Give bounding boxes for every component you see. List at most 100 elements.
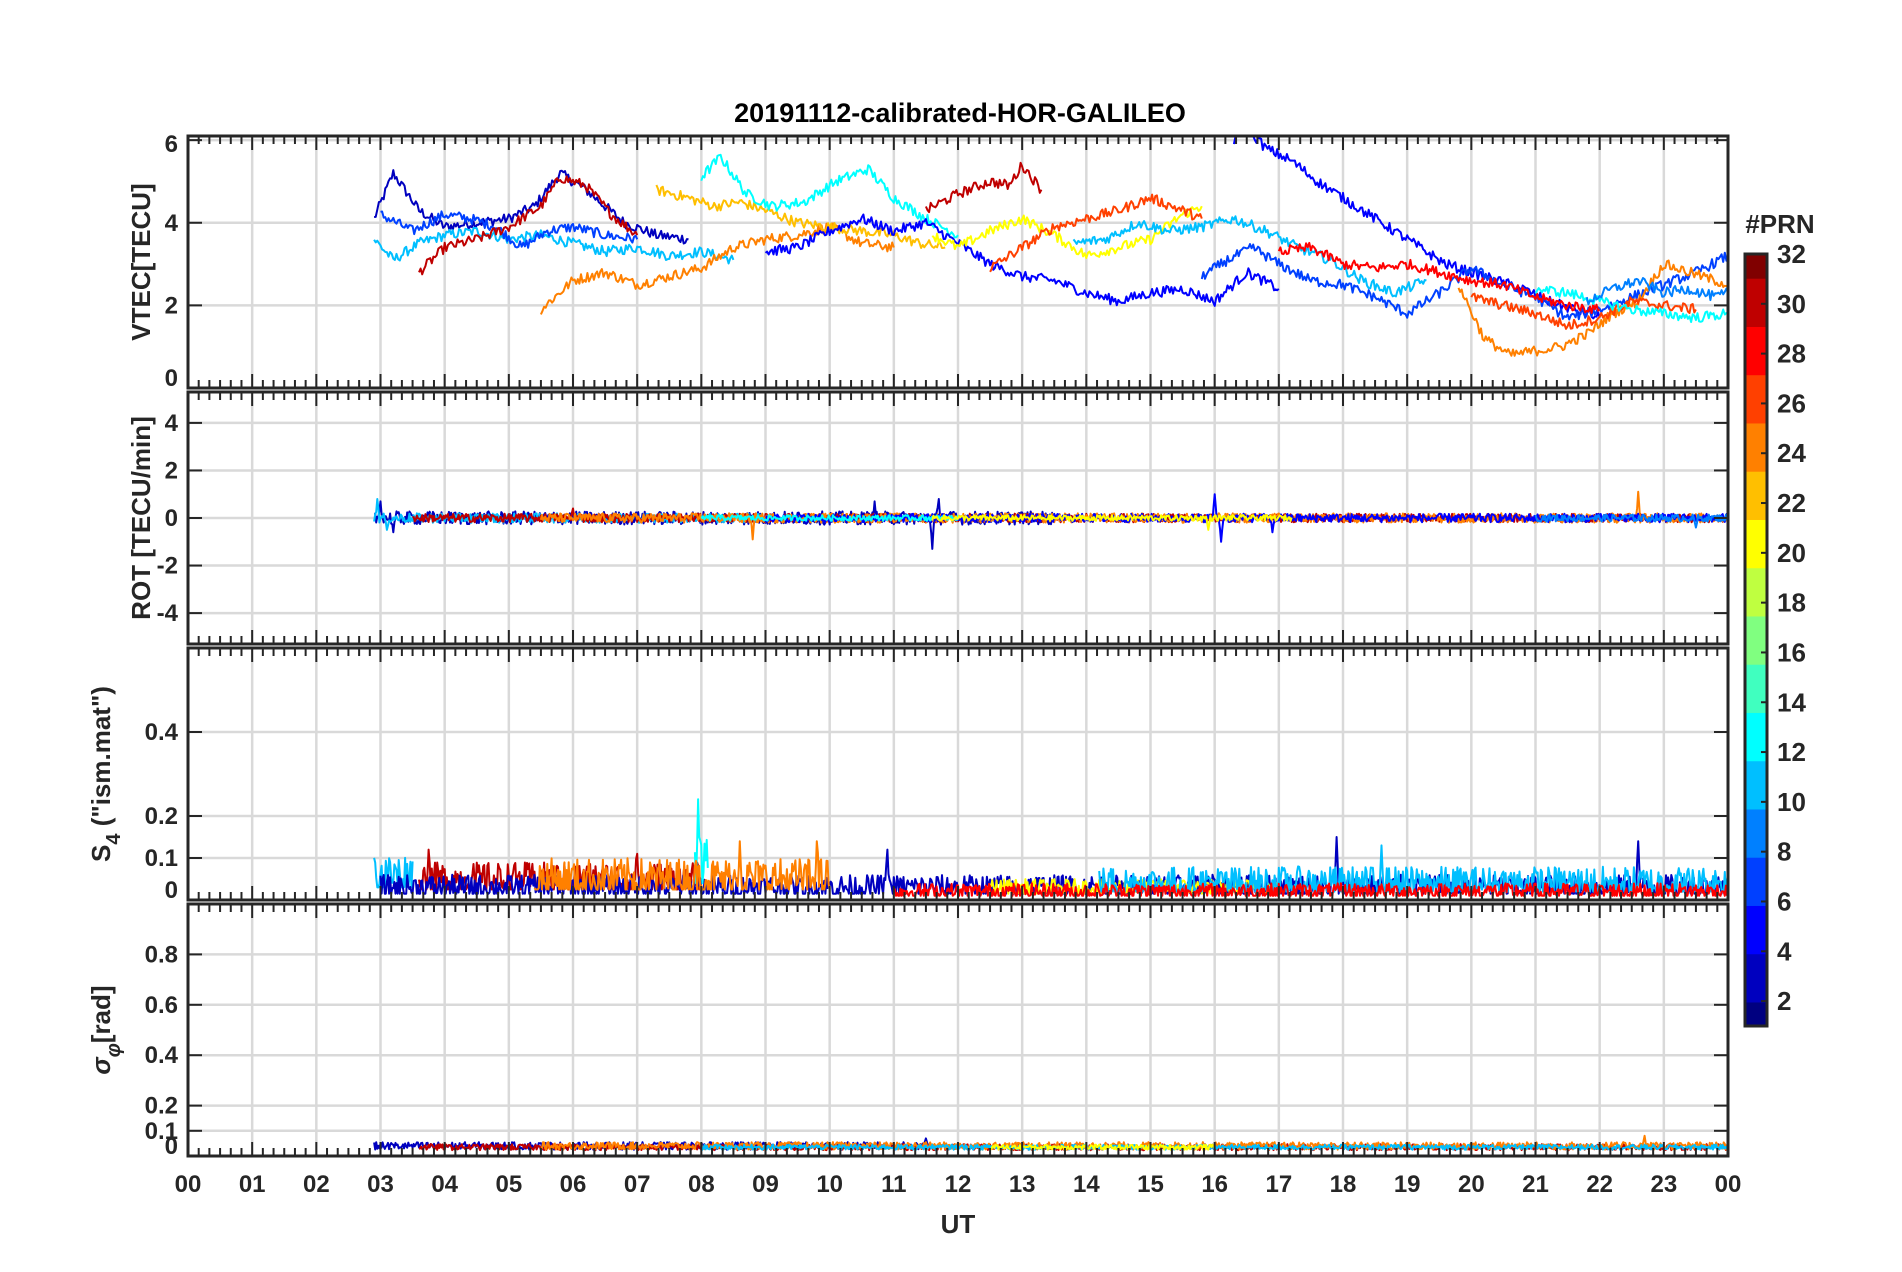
y-tick-label: 2 xyxy=(165,457,178,484)
colorbar-segment xyxy=(1745,495,1767,520)
panel-s4: 0 0.1 0.2 0.4 S4 ("ism.mat") xyxy=(86,646,1730,904)
y-tick-label: 4 xyxy=(165,410,179,437)
x-tick-label: 18 xyxy=(1330,1171,1357,1198)
colorbar-frame xyxy=(1743,252,1769,1028)
y-tick-label: 0.8 xyxy=(145,941,178,968)
colorbar-segment xyxy=(1745,350,1767,376)
series-prn-6-vtec xyxy=(380,210,639,249)
x-tick-label: 08 xyxy=(688,1171,715,1198)
series-prn-9-vtec xyxy=(1585,277,1729,306)
x-tick-labels: 00 01 02 03 04 05 06 07 08 09 10 11 12 13 14 15 16 17 18 19… xyxy=(175,1171,1742,1198)
y-tick-label: 0.4 xyxy=(145,1042,179,1069)
grid-sigma xyxy=(188,904,1728,1156)
colorbar-segment xyxy=(1745,519,1767,545)
colorbar-segment xyxy=(1745,905,1767,931)
colorbar-tick-label: 6 xyxy=(1777,886,1791,916)
colorbar-label: #PRN xyxy=(1745,209,1814,239)
series-prn-10-vtec xyxy=(373,226,735,265)
x-tick-label: 06 xyxy=(560,1171,587,1198)
series-prn-5-vtec xyxy=(764,213,1280,307)
ytick-labels-s4: 0 0.1 0.2 0.4 xyxy=(145,719,179,904)
x-tick-label: 20 xyxy=(1458,1171,1485,1198)
colorbar-segment xyxy=(1745,471,1767,496)
x-tick-label: 00 xyxy=(175,1171,202,1198)
x-tick-label: 13 xyxy=(1009,1171,1036,1198)
panel-vtec: 0 2 4 6 VTEC[TECU] xyxy=(126,131,1730,392)
ytick-labels-vtec: 0 2 4 6 xyxy=(165,131,179,392)
y-tick-label: 2 xyxy=(165,292,178,319)
colorbar-tick-label: 10 xyxy=(1777,787,1806,817)
y-tick-label: 0.4 xyxy=(145,719,179,746)
colorbar-segment xyxy=(1745,760,1767,786)
series-prn-26-vtec xyxy=(1470,292,1697,330)
colorbar-ticks: 32 30 28 26 24 22 20 18 16 14 12 10 8 6 4 2 xyxy=(1761,239,1806,1016)
y-tick-label: 0.2 xyxy=(145,803,178,830)
colorbar-segment xyxy=(1745,543,1767,569)
x-tick-label: 05 xyxy=(495,1171,522,1198)
colorbar-tick-label: 16 xyxy=(1777,637,1806,667)
x-tick-label: 22 xyxy=(1586,1171,1613,1198)
x-tick-label: 01 xyxy=(239,1171,266,1198)
colorbar-tick-label: 4 xyxy=(1777,936,1792,966)
x-tick-label: 12 xyxy=(945,1171,972,1198)
panel-rot: -4 -2 0 2 4 ROT [TECU/min] xyxy=(126,390,1730,646)
series-prn-21-sigma xyxy=(989,1143,1216,1151)
colorbar-segment xyxy=(1745,808,1767,834)
colorbar-segment xyxy=(1745,953,1767,979)
series-prn-21-rot xyxy=(931,514,1293,531)
y-tick-label: -4 xyxy=(157,600,179,627)
series-prn-21-vtec xyxy=(931,205,1203,259)
colorbar-segment xyxy=(1745,688,1767,713)
colorbar-tick-label: 32 xyxy=(1777,239,1806,269)
ylabel-sigma: σφ[rad] xyxy=(86,985,125,1074)
series-prn-30-vtec xyxy=(924,161,1043,214)
x-tick-label: 14 xyxy=(1073,1171,1100,1198)
y-tick-label: 0.2 xyxy=(145,1093,178,1120)
series-prn-13-s4 xyxy=(693,798,709,885)
colorbar-segment xyxy=(1745,784,1767,810)
x-tick-label: 21 xyxy=(1522,1171,1549,1198)
series-prn-24-vtec xyxy=(1457,259,1729,357)
colorbar: 32 30 28 26 24 22 20 18 16 14 12 10 8 6 4 2 #PRN xyxy=(1743,209,1815,1028)
lines-rot xyxy=(373,490,1729,550)
ytick-labels-sigma: 00.10.2 0.4 0.6 0.8 xyxy=(145,941,179,1160)
series-prn-29-vtec xyxy=(1277,241,1601,314)
ylabel-rot: ROT [TECU/min] xyxy=(126,416,156,620)
colorbar-tick-label: 30 xyxy=(1777,289,1806,319)
colorbar-segment xyxy=(1745,374,1767,400)
colorbar-segment xyxy=(1745,1001,1767,1027)
series-prn-11-vtec xyxy=(1072,215,1427,298)
colorbar-segment xyxy=(1745,326,1767,352)
colorbar-segment xyxy=(1745,640,1767,665)
x-tick-label: 07 xyxy=(624,1171,651,1198)
x-tick-label: 09 xyxy=(752,1171,779,1198)
x-tick-label: 04 xyxy=(431,1171,458,1198)
colorbar-tick-label: 22 xyxy=(1777,488,1806,518)
x-axis-label: UT xyxy=(941,1209,976,1239)
series-prn-27-vtec xyxy=(989,193,1203,273)
panel-sigma: 00.10.2 0.4 0.6 0.8 σφ[rad] xyxy=(86,902,1730,1160)
ylabel-vtec: VTEC[TECU] xyxy=(126,183,156,340)
x-tick-label: 02 xyxy=(303,1171,330,1198)
colorbar-tick-label: 28 xyxy=(1777,339,1806,369)
y-tick-label: 0.1 xyxy=(145,1118,178,1145)
y-tick-label: 0 xyxy=(165,877,178,904)
y-tick-label: -2 xyxy=(157,553,178,580)
colorbar-segment xyxy=(1745,254,1767,279)
colorbar-segment xyxy=(1745,422,1767,448)
series-prn-31-vtec xyxy=(418,175,639,276)
x-tick-label: 19 xyxy=(1394,1171,1421,1198)
series-prn-23-vtec xyxy=(655,184,946,249)
colorbar-segment xyxy=(1745,615,1767,641)
series-prn-13-rot xyxy=(700,514,959,522)
x-tick-label: 16 xyxy=(1201,1171,1228,1198)
y-tick-label: 6 xyxy=(165,131,178,158)
x-tick-label: 23 xyxy=(1650,1171,1677,1198)
grid-s4 xyxy=(188,648,1728,900)
colorbar-segment xyxy=(1745,567,1767,593)
x-tick-label: 17 xyxy=(1265,1171,1292,1198)
colorbar-tick-label: 14 xyxy=(1777,687,1806,717)
y-tick-label: 0 xyxy=(165,1133,178,1160)
colorbar-segment xyxy=(1745,736,1767,762)
